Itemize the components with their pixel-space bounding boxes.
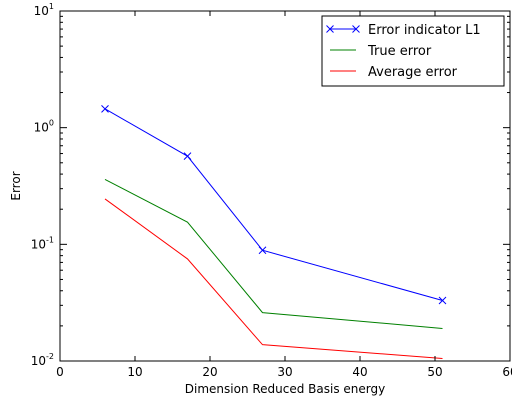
y-tick-base: 10 <box>34 4 49 18</box>
y-tick-label: 101 <box>34 2 54 18</box>
data-point-error-indicator-l1 <box>183 152 192 161</box>
y-tick-exponent: -2 <box>46 352 54 361</box>
y-tick-label: 10-1 <box>31 235 54 251</box>
x-tick-label: 10 <box>127 365 142 379</box>
x-tick-label: 0 <box>56 365 64 379</box>
legend: Error indicator L1 True error Average erro… <box>321 15 505 87</box>
series-layer <box>101 104 447 360</box>
marker-x-stroke <box>258 246 267 255</box>
y-tick-base: 10 <box>31 237 46 251</box>
x-tick-label: 20 <box>202 365 217 379</box>
legend-label-true-error: True error <box>367 44 432 59</box>
x-tick-label: 40 <box>352 365 367 379</box>
legend-box <box>321 15 505 87</box>
y-tick-exponent: 0 <box>49 119 54 128</box>
y-tick-label: 100 <box>34 119 54 135</box>
series-line-error-indicator-l1 <box>104 108 443 301</box>
y-tick-exponent: -1 <box>46 235 54 244</box>
y-tick-base: 10 <box>34 121 49 135</box>
y-axis-label: Error <box>9 171 23 200</box>
x-tick-label: 50 <box>427 365 442 379</box>
data-point-error-indicator-l1 <box>258 246 267 255</box>
series-line-average-error <box>104 198 443 360</box>
x-tick-label: 60 <box>502 365 512 379</box>
legend-label-average-error: Average error <box>368 65 458 80</box>
marker-x-stroke <box>101 104 109 113</box>
marker-x-stroke <box>438 296 447 305</box>
legend-marker-stroke <box>326 25 334 33</box>
series-line-true-error <box>104 178 443 329</box>
y-tick-exponent: 1 <box>49 2 54 11</box>
legend-marker-stroke <box>352 25 360 33</box>
data-point-error-indicator-l1 <box>438 296 447 305</box>
marker-x-stroke <box>183 152 192 161</box>
legend-label-error-indicator-l1: Error indicator L1 <box>368 23 481 38</box>
y-tick-label: 10-2 <box>31 352 54 368</box>
y-tick-base: 10 <box>31 354 46 368</box>
data-point-error-indicator-l1 <box>101 104 109 113</box>
x-axis-label: Dimension Reduced Basis energy <box>185 382 385 396</box>
x-tick-label: 30 <box>277 365 292 379</box>
